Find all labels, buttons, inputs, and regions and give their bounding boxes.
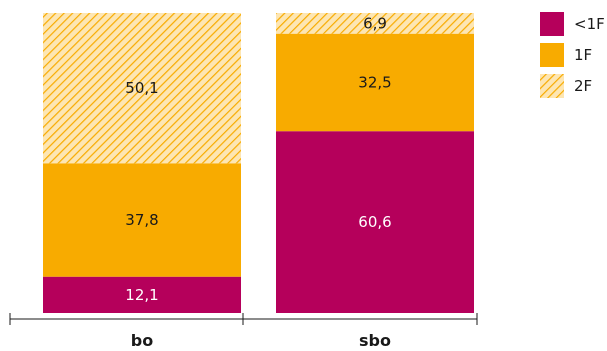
legend-label-2: 2F bbox=[574, 77, 592, 95]
bar-segment-sbo-0 bbox=[276, 131, 474, 313]
bar-segment-sbo-1 bbox=[276, 33, 474, 132]
data-label-sbo-2: 6,9 bbox=[363, 14, 387, 32]
legend-swatch-2 bbox=[540, 74, 564, 98]
legend-swatch-1 bbox=[540, 43, 564, 67]
bar-segment-bo-2 bbox=[43, 13, 241, 164]
data-label-sbo-1: 32,5 bbox=[358, 73, 391, 91]
data-label-bo-1: 37,8 bbox=[125, 211, 158, 229]
bar-segment-sbo-2 bbox=[276, 13, 474, 34]
category-label-sbo: sbo bbox=[359, 331, 391, 350]
legend: <1F 1F 2F bbox=[540, 12, 605, 98]
legend-label-1: 1F bbox=[574, 46, 592, 64]
legend-swatch-0 bbox=[540, 12, 564, 36]
data-label-bo-2: 50,1 bbox=[125, 79, 158, 97]
data-label-sbo-0: 60,6 bbox=[358, 213, 391, 231]
category-label-bo: bo bbox=[131, 331, 153, 350]
data-label-bo-0: 12,1 bbox=[125, 286, 158, 304]
bars-group: 12,1 37,8 50,1 60,6 32,5 6,9 bbox=[43, 13, 474, 313]
bar-segment-bo-0 bbox=[43, 276, 241, 313]
legend-label-0: <1F bbox=[574, 15, 605, 33]
bar-segment-bo-1 bbox=[43, 163, 241, 277]
x-axis: bo sbo bbox=[9, 313, 478, 350]
